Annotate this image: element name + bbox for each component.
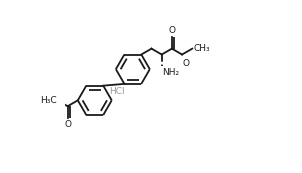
Text: O: O — [169, 26, 175, 35]
Text: O: O — [183, 59, 190, 68]
Text: HCl: HCl — [109, 87, 125, 96]
Text: H₃C: H₃C — [40, 96, 56, 105]
Text: NH₂: NH₂ — [162, 68, 180, 77]
Text: O: O — [64, 120, 71, 129]
Text: CH₃: CH₃ — [193, 44, 210, 53]
